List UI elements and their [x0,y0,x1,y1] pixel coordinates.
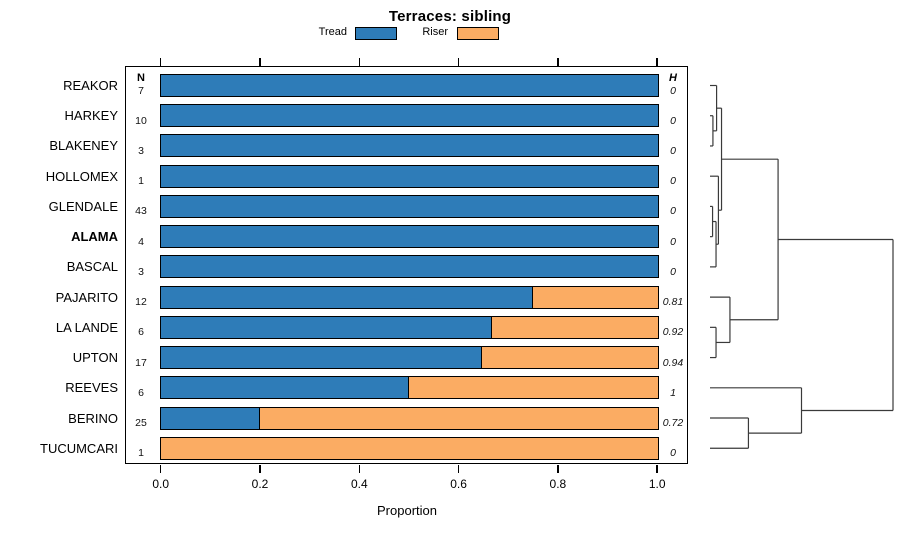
tread-segment [160,226,658,248]
n-value: 1 [138,175,144,188]
row-label: HARKEY [64,108,118,124]
stacked-bar [159,225,659,249]
n-value: 7 [138,84,144,97]
tread-segment [160,165,658,187]
axis-tick [557,464,559,473]
tread-segment [160,75,658,96]
axis-tick-label: 0.0 [152,477,170,491]
h-value: 0 [670,205,676,218]
axis-tick [557,58,559,66]
row-label: LA LANDE [55,319,118,335]
n-value: 12 [135,296,147,309]
legend-label-riser: Riser [422,26,448,38]
n-value: 4 [138,235,144,248]
h-value: 0.72 [662,417,684,430]
tread-segment [160,347,483,369]
axis-tick [656,464,658,473]
stacked-bar [159,436,659,460]
axis-tick-label: 1.0 [648,477,666,491]
row-label: REEVES [65,380,118,396]
h-column-header: H [669,72,677,84]
axis-tick [259,464,261,473]
legend-label-tread: Tread [318,26,347,38]
n-column-header: N [137,72,145,84]
axis-tick [358,58,361,66]
row-label: BERINO [68,410,118,426]
n-value: 10 [135,114,147,127]
stacked-bar [159,164,659,188]
h-value: 0.81 [662,296,684,309]
n-value: 43 [135,205,147,218]
h-value: 0 [670,235,676,248]
row-label: TUCUMCARI [40,440,118,456]
row-label: HOLLOMEX [45,168,118,184]
tread-segment [160,105,658,127]
stacked-bar [159,104,659,128]
row-label: UPTON [72,350,118,366]
row-label: BASCAL [66,259,118,275]
n-value: 6 [138,326,144,339]
row-label: ALAMA [71,229,118,245]
axis-tick-label: 0.8 [549,477,567,491]
axis-tick [159,464,162,473]
n-value: 17 [135,356,147,369]
stacked-bar [159,406,659,430]
n-value: 25 [135,417,147,430]
tread-segment [160,407,260,429]
axis-tick-label: 0.4 [350,477,368,491]
stacked-bar [159,285,659,309]
h-value: 0 [670,175,676,188]
tread-segment [160,256,658,278]
row-label: GLENDALE [48,198,118,214]
h-value: 0.92 [662,326,684,339]
axis-tick-label: 0.6 [450,477,467,491]
h-value: 1 [670,386,676,399]
stacked-bar [159,255,659,279]
n-value: 3 [138,265,144,278]
tread-segment [160,286,534,308]
axis-tick-label: 0.2 [251,477,269,491]
stacked-bar [159,134,659,158]
stacked-bar [159,74,659,97]
tread-segment [160,316,492,338]
axis-tick [358,464,361,473]
axis-tick [259,58,261,66]
axis-tick [457,464,460,473]
n-value: 6 [138,386,144,399]
stacked-bar [159,346,659,370]
h-value: 0.94 [662,356,684,369]
stacked-bar [159,315,659,339]
h-value: 0 [670,144,676,157]
row-label: REAKOR [63,78,118,93]
axis-tick [457,58,460,66]
stacked-bar [159,376,659,400]
x-axis-label: Proportion [377,503,437,518]
n-value: 1 [138,447,144,460]
legend-swatch-tread [355,27,397,40]
h-value: 0 [670,265,676,278]
row-label: PAJARITO [55,289,118,305]
n-value: 3 [138,144,144,157]
h-value: 0 [670,84,676,97]
tread-segment [160,377,409,399]
tread-segment [160,135,658,157]
axis-tick [656,58,658,66]
tread-segment [160,195,658,217]
chart-title: Terraces: sibling [388,8,512,25]
stacked-bar [159,194,659,218]
row-label: BLAKENEY [49,138,118,154]
legend-swatch-riser [457,27,499,40]
h-value: 0 [670,114,676,127]
h-value: 0 [670,447,676,460]
axis-tick [159,58,162,66]
plot-frame [125,66,688,464]
